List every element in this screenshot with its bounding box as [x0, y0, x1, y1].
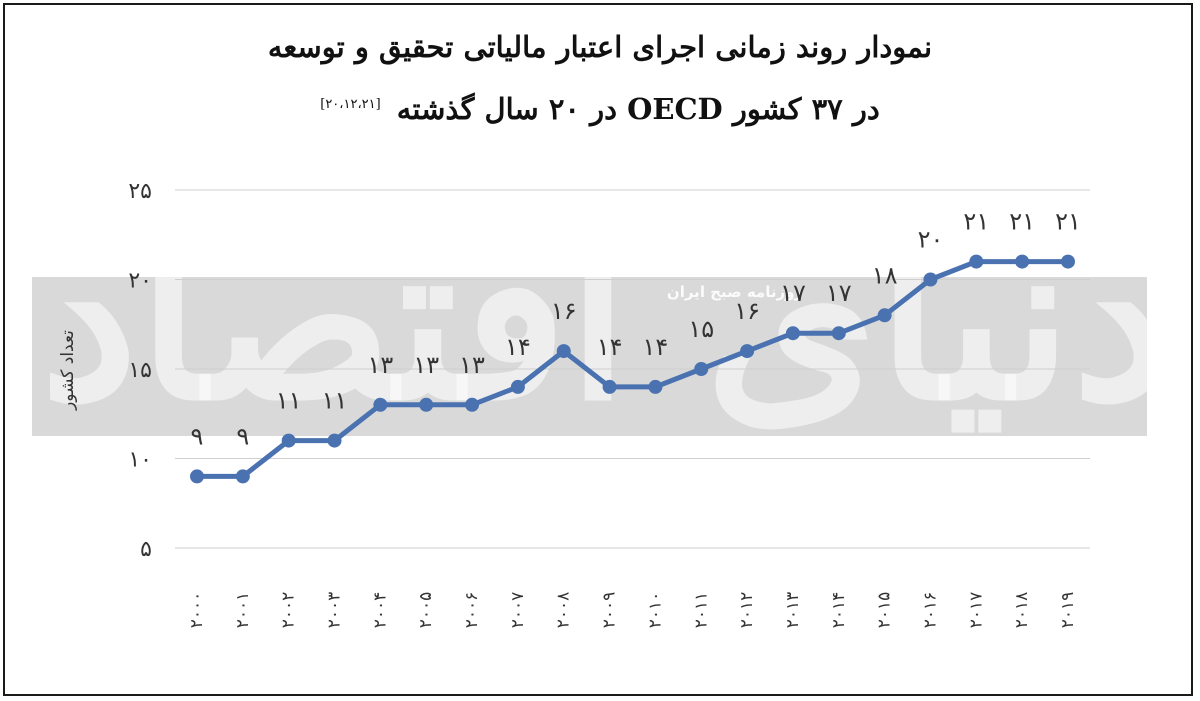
- data-point: [1061, 254, 1075, 269]
- data-point: [740, 344, 755, 359]
- x-tick-label: ۲۰۱۵: [875, 592, 895, 629]
- x-tick-label: ۲۰۰۶: [462, 592, 482, 629]
- x-tick-label: ۲۰۰۴: [370, 592, 390, 629]
- data-label: ۱۳: [459, 351, 485, 379]
- data-point: [923, 272, 938, 287]
- data-point: [327, 433, 342, 448]
- data-point: [235, 469, 250, 484]
- data-point: [1015, 254, 1030, 269]
- x-tick-label: ۲۰۰۱: [233, 592, 253, 629]
- data-point: [465, 397, 480, 412]
- data-label: ۲۱: [1009, 208, 1035, 236]
- x-tick-label: ۲۰۰۰: [187, 592, 207, 629]
- data-label: ۱۱: [276, 387, 302, 415]
- chart-reference: [۲۰،۱۲،۲۱]: [320, 97, 381, 113]
- data-point: [190, 469, 204, 484]
- x-tick-label: ۲۰۰۸: [554, 592, 574, 629]
- chart-subtitle: در ۳۷ کشور OECD در ۲۰ سال گذشته: [396, 92, 880, 126]
- data-point: [602, 379, 617, 394]
- y-tick-label: ۲۰: [128, 269, 152, 294]
- data-point: [694, 362, 709, 376]
- x-tick-label: ۲۰۱۰: [645, 592, 665, 629]
- series-line: [197, 259, 1068, 479]
- y-tick-label: ۵: [140, 537, 152, 562]
- data-label: ۱۴: [597, 333, 623, 361]
- y-tick-label: ۱۰: [128, 448, 152, 473]
- y-tick-label: ۱۵: [128, 358, 152, 383]
- data-label: ۱۶: [734, 297, 760, 325]
- data-label: ۱۳: [367, 351, 393, 379]
- chart-subtitle-line: در ۳۷ کشور OECD در ۲۰ سال گذشته [۲۰،۱۲،۲…: [0, 92, 1200, 126]
- data-point: [877, 308, 892, 323]
- x-tick-label: ۲۰۱۸: [1012, 592, 1032, 629]
- y-tick-label: ۲۵: [128, 179, 152, 204]
- data-label: ۱۷: [826, 279, 852, 307]
- data-label: ۹: [236, 422, 249, 450]
- data-label: ۱۸: [872, 261, 898, 289]
- data-label: ۲۰: [918, 226, 944, 254]
- data-label: ۲۱: [963, 208, 989, 236]
- data-label: ۱۴: [505, 333, 531, 361]
- data-label: ۱۴: [643, 333, 669, 361]
- x-tick-label: ۲۰۱۷: [966, 592, 986, 629]
- data-point: [556, 344, 571, 359]
- data-point: [785, 326, 800, 341]
- x-tick-label: ۲۰۰۹: [600, 592, 620, 629]
- data-label: ۱۳: [413, 351, 439, 379]
- data-point: [969, 254, 984, 269]
- x-tick-label: ۲۰۱۴: [829, 592, 849, 629]
- data-point: [831, 326, 846, 341]
- data-point: [419, 397, 434, 412]
- data-label: ۹: [191, 422, 204, 450]
- watermark-badge: روزنامه صبح ایران: [666, 283, 804, 301]
- x-tick-label: ۲۰۱۶: [920, 592, 940, 629]
- x-tick-label: ۲۰۰۲: [279, 592, 299, 629]
- x-tick-label: ۲۰۱۹: [1058, 592, 1078, 629]
- x-tick-label: ۲۰۰۳: [325, 592, 345, 629]
- x-tick-label: ۲۰۰۵: [416, 592, 436, 629]
- data-label: ۱۱: [322, 387, 348, 415]
- data-point: [373, 397, 388, 412]
- chart-title: نمودار روند زمانی اجرای اعتبار مالیاتی ت…: [267, 30, 933, 64]
- data-label: ۱۶: [551, 297, 577, 325]
- data-label: ۲۱: [1055, 208, 1081, 236]
- watermark-band: [32, 277, 1147, 436]
- data-label: ۱۵: [688, 315, 714, 343]
- data-point: [281, 433, 296, 448]
- x-tick-label: ۲۰۱۳: [783, 592, 803, 629]
- data-point: [510, 379, 525, 394]
- x-tick-label: ۲۰۱۱: [691, 592, 711, 629]
- x-tick-label: ۲۰۰۷: [508, 592, 528, 629]
- x-tick-label: ۲۰۱۲: [737, 592, 757, 629]
- data-point: [648, 379, 663, 394]
- data-label: ۱۷: [780, 279, 806, 307]
